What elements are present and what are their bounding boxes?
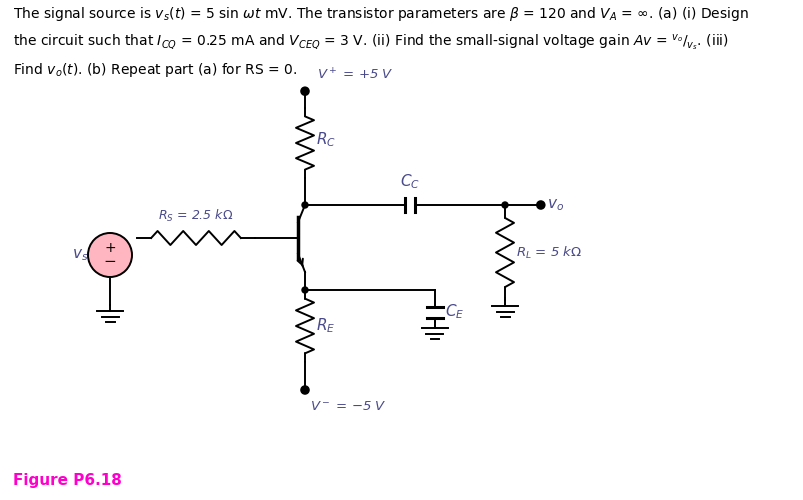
Text: $R_L$ = 5 k$\Omega$: $R_L$ = 5 k$\Omega$: [516, 244, 581, 260]
Circle shape: [302, 202, 308, 208]
Circle shape: [302, 287, 308, 293]
Circle shape: [536, 201, 544, 209]
Text: $R_E$: $R_E$: [316, 316, 335, 336]
Text: $R_S$ = 2.5 k$\Omega$: $R_S$ = 2.5 k$\Omega$: [158, 208, 234, 224]
Circle shape: [88, 233, 132, 277]
Text: $V^-$ = $-$5 V: $V^-$ = $-$5 V: [310, 400, 386, 413]
Text: $v_s$: $v_s$: [71, 247, 88, 263]
Text: the circuit such that $I_{CQ}$ = 0.25 mA and $V_{CEQ}$ = 3 V. (ii) Find the smal: the circuit such that $I_{CQ}$ = 0.25 mA…: [13, 33, 728, 53]
Text: Figure P6.18: Figure P6.18: [13, 473, 122, 488]
Text: $R_C$: $R_C$: [316, 130, 336, 150]
Text: $v_o$: $v_o$: [546, 197, 564, 213]
Text: $V^+$ = +5 V: $V^+$ = +5 V: [316, 68, 393, 83]
Text: $C_E$: $C_E$: [444, 302, 464, 322]
Text: Find $v_o(t)$. (b) Repeat part (a) for RS = 0.: Find $v_o(t)$. (b) Repeat part (a) for R…: [13, 61, 297, 79]
Text: +: +: [104, 241, 116, 255]
Circle shape: [501, 202, 507, 208]
Circle shape: [301, 88, 308, 95]
Text: The signal source is $v_s(t)$ = 5 sin $\omega t$ mV. The transistor parameters a: The signal source is $v_s(t)$ = 5 sin $\…: [13, 5, 748, 23]
Text: $C_C$: $C_C$: [399, 172, 419, 191]
Circle shape: [301, 386, 308, 394]
Text: −: −: [104, 254, 116, 270]
